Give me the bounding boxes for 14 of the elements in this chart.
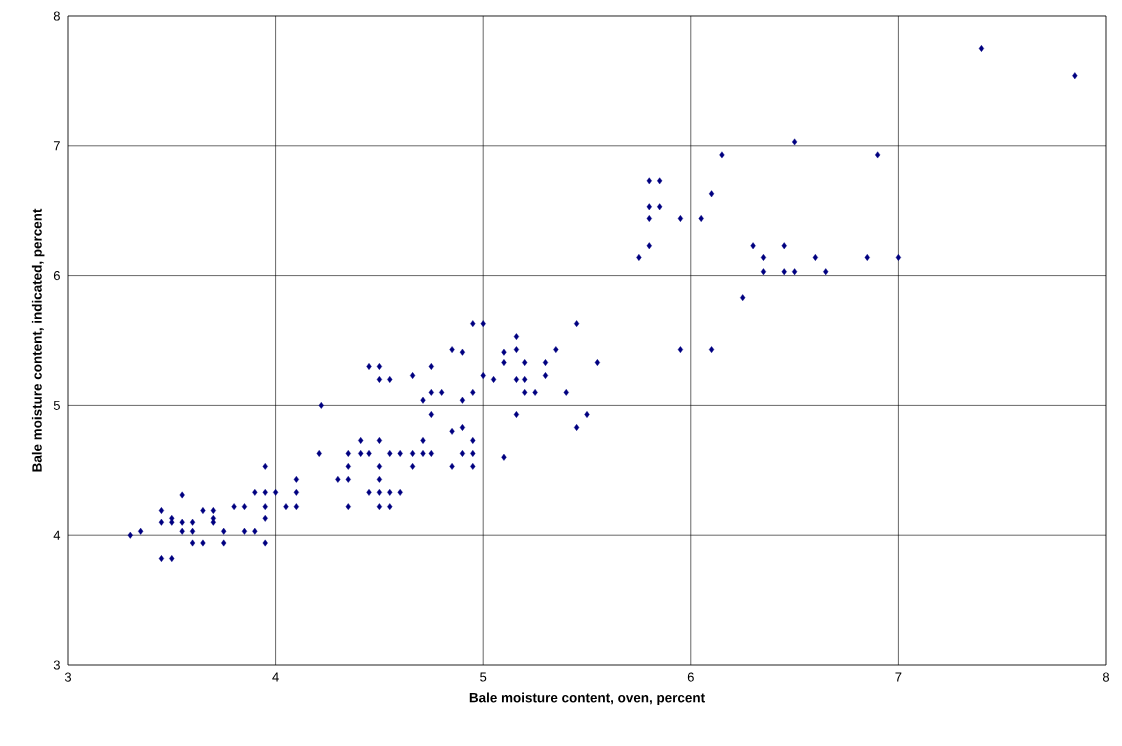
y-tick-label: 6: [53, 271, 60, 281]
y-tick-label: 4: [53, 530, 61, 540]
y-axis-title: Bale moisture content, indicated, percent: [31, 208, 45, 472]
y-tick-label: 5: [53, 400, 60, 410]
x-tick-label: 5: [480, 672, 487, 682]
x-tick-label: 4: [272, 672, 279, 682]
x-axis-title: Bale moisture content, oven, percent: [469, 692, 705, 706]
y-tick-label: 8: [53, 11, 60, 21]
x-tick-label: 3: [64, 672, 72, 682]
x-tick-label: 7: [895, 672, 902, 682]
y-tick-label: 3: [53, 660, 60, 670]
x-tick-label: 8: [1102, 672, 1110, 682]
y-tick-label: 7: [53, 141, 60, 151]
x-tick-label: 6: [687, 672, 694, 682]
